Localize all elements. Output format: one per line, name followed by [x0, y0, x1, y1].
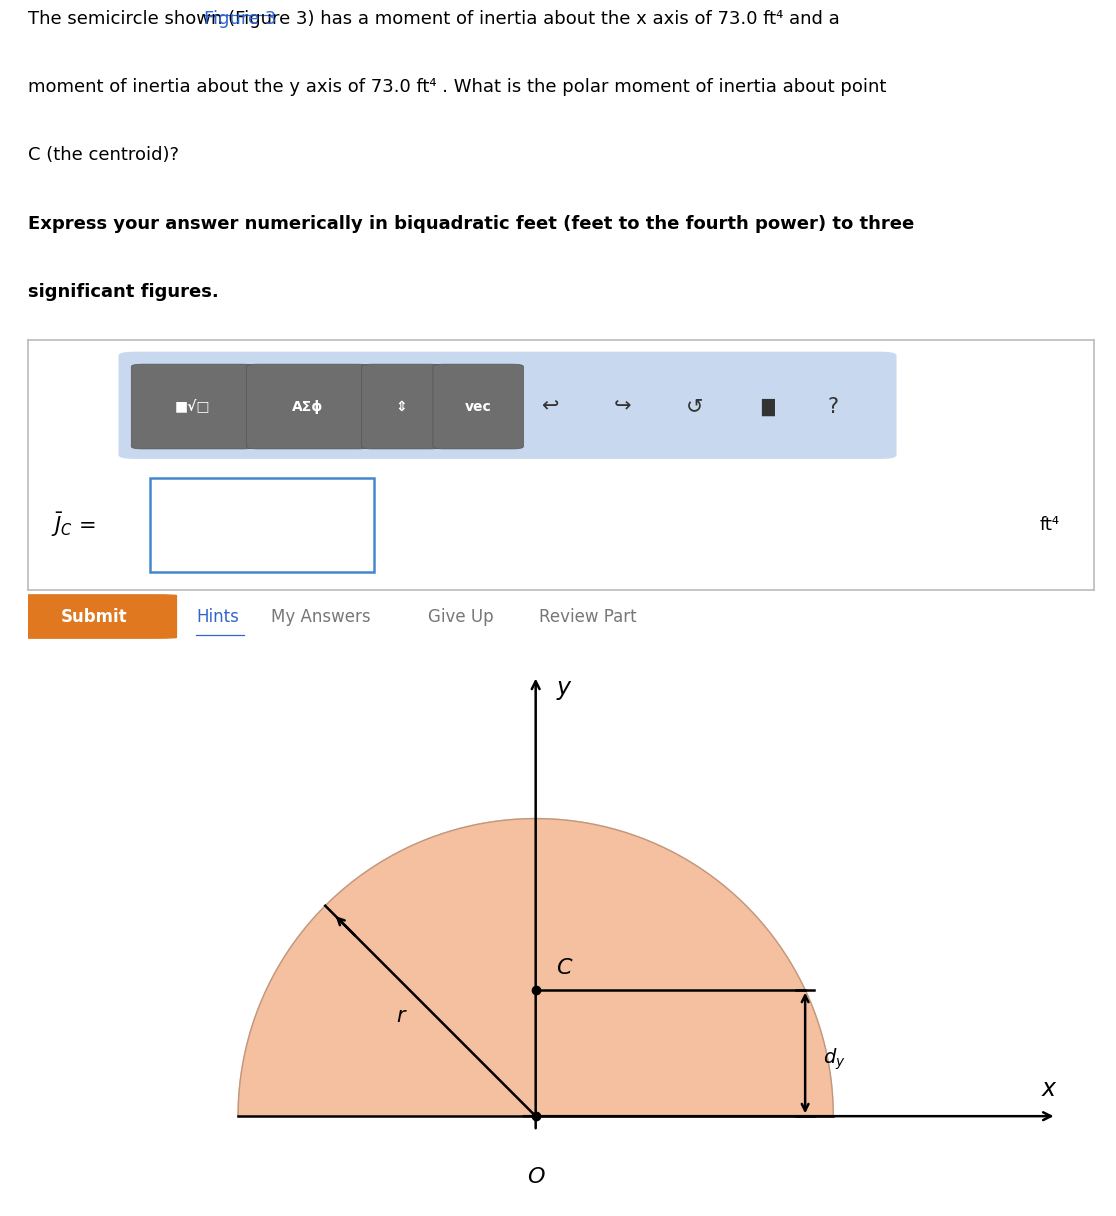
Text: ■√□: ■√□ [175, 400, 210, 413]
Text: Submit: Submit [61, 608, 128, 625]
Text: moment of inertia about the y axis of 73.0 ft⁴ . What is the polar moment of ine: moment of inertia about the y axis of 73… [28, 78, 886, 96]
Text: ?: ? [827, 396, 838, 417]
Text: AΣϕ: AΣϕ [292, 400, 324, 413]
Text: vec: vec [465, 400, 491, 413]
Text: Review Part: Review Part [539, 608, 637, 625]
Text: Give Up: Give Up [427, 608, 493, 625]
Text: ↩: ↩ [541, 396, 559, 417]
FancyBboxPatch shape [151, 478, 374, 573]
Text: significant figures.: significant figures. [28, 282, 219, 300]
FancyBboxPatch shape [132, 364, 253, 449]
FancyBboxPatch shape [433, 364, 523, 449]
Text: y: y [557, 676, 570, 699]
Text: Figure 3: Figure 3 [204, 10, 277, 28]
Text: Express your answer numerically in biquadratic feet (feet to the fourth power) t: Express your answer numerically in biqua… [28, 214, 914, 232]
Text: ↺: ↺ [686, 396, 704, 417]
FancyBboxPatch shape [118, 351, 896, 458]
Polygon shape [238, 818, 834, 1116]
Text: $\bar{J}_{C}$ =: $\bar{J}_{C}$ = [51, 511, 96, 539]
Text: █: █ [761, 398, 773, 416]
Text: ↪: ↪ [614, 396, 632, 417]
Text: $d_y$: $d_y$ [822, 1047, 846, 1073]
Text: My Answers: My Answers [271, 608, 371, 625]
Text: C: C [557, 958, 573, 978]
Text: Hints: Hints [196, 608, 239, 625]
Text: C (the centroid)?: C (the centroid)? [28, 146, 179, 164]
Text: ⇕: ⇕ [396, 400, 407, 413]
FancyBboxPatch shape [12, 595, 177, 638]
FancyBboxPatch shape [362, 364, 442, 449]
Text: O: O [527, 1167, 545, 1187]
FancyBboxPatch shape [247, 364, 369, 449]
Text: ft⁴: ft⁴ [1040, 516, 1059, 534]
Text: The semicircle shown (Figure 3) has a moment of inertia about the x axis of 73.0: The semicircle shown (Figure 3) has a mo… [28, 10, 839, 28]
Text: x: x [1041, 1077, 1056, 1102]
Text: r: r [396, 1006, 405, 1025]
